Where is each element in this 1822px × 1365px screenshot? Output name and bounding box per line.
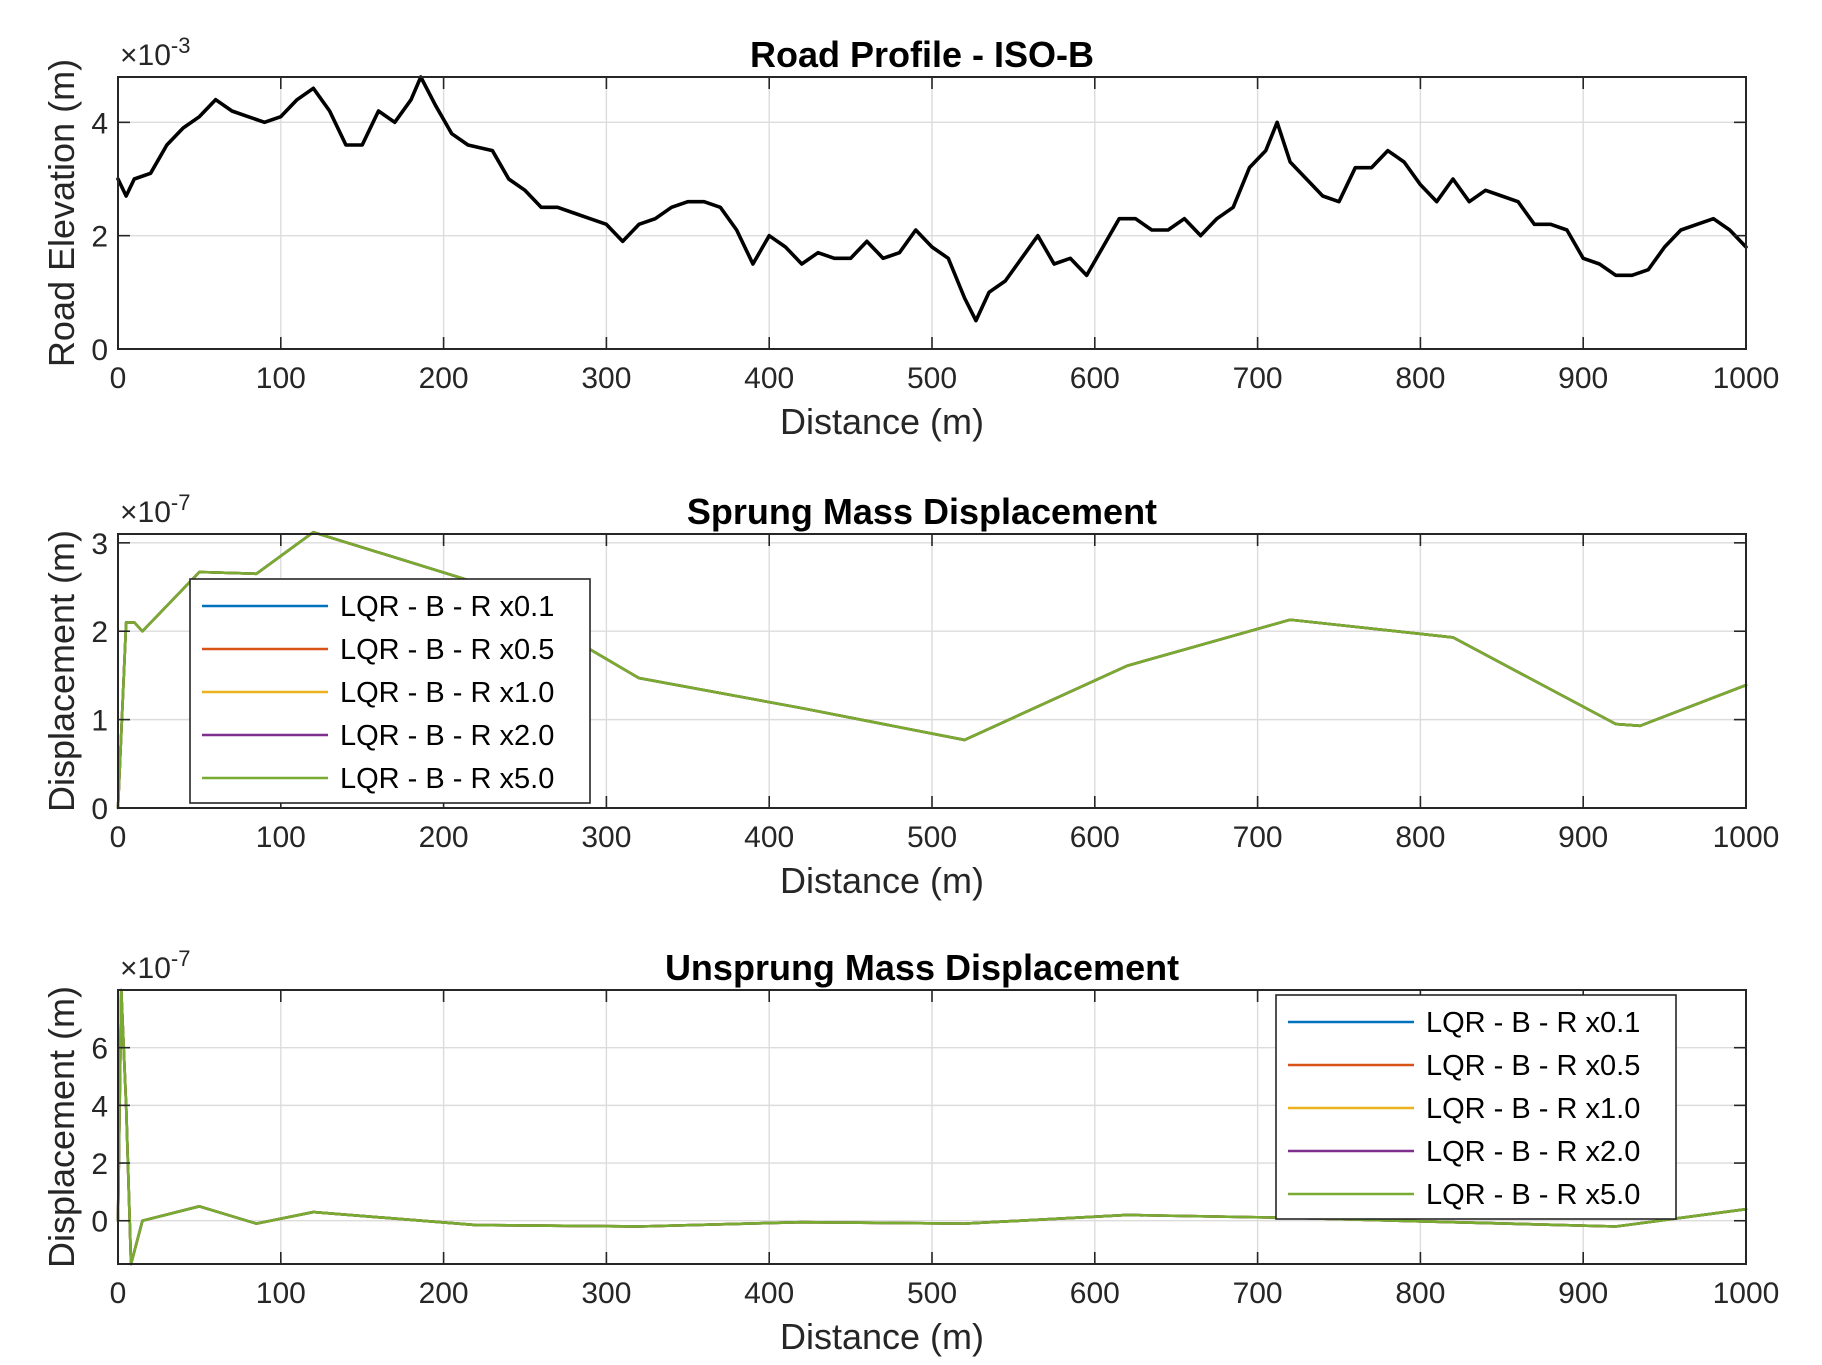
legend: [189, 578, 591, 804]
x-tick-label: 800: [1395, 1277, 1445, 1310]
x-tick-label: 700: [1233, 821, 1283, 854]
x-tick-label: 500: [907, 821, 957, 854]
y-tick-label: 4: [91, 1090, 108, 1123]
y-tick-label: 2: [91, 1148, 108, 1181]
legend-label-1: LQR - B - R x0.1: [340, 591, 554, 623]
legend-label-2: LQR - B - R x0.5: [1426, 1050, 1640, 1082]
y-tick-label: 0: [91, 334, 108, 367]
legend-label-5: LQR - B - R x5.0: [1426, 1179, 1640, 1211]
y-exponent-label: ×10-7: [120, 946, 190, 985]
x-tick-label: 0: [110, 1277, 127, 1310]
legend-label-1: LQR - B - R x0.1: [1426, 1007, 1640, 1039]
y-axis-label: Displacement (m): [41, 530, 82, 812]
chart-title: Sprung Mass Displacement: [687, 491, 1157, 532]
x-axis-label: Distance (m): [780, 1316, 984, 1357]
x-tick-label: 700: [1233, 1277, 1283, 1310]
chart-panel-3: ×10-7: [116, 946, 1748, 1266]
y-tick-label: 4: [91, 107, 108, 140]
x-tick-label: 300: [581, 362, 631, 395]
x-tick-label: 900: [1558, 821, 1608, 854]
exponent-power: -7: [171, 946, 191, 971]
x-tick-label: 200: [419, 362, 469, 395]
x-tick-label: 100: [256, 821, 306, 854]
y-tick-label: 0: [91, 793, 108, 826]
x-tick-label: 400: [744, 1277, 794, 1310]
y-axis-label: Road Elevation (m): [41, 59, 82, 367]
exponent-power: -7: [171, 490, 191, 515]
x-tick-label: 600: [1070, 1277, 1120, 1310]
x-tick-label: 500: [907, 1277, 957, 1310]
y-tick-label: 0: [91, 1206, 108, 1239]
x-tick-label: 300: [581, 1277, 631, 1310]
y-tick-label: 2: [91, 616, 108, 649]
legend-label-3: LQR - B - R x1.0: [1426, 1093, 1640, 1125]
exponent-base: ×10: [120, 952, 171, 985]
chart-panel-2: ×10-7: [116, 490, 1748, 810]
legend-label-4: LQR - B - R x2.0: [340, 720, 554, 752]
x-tick-label: 400: [744, 362, 794, 395]
y-tick-label: 1: [91, 705, 108, 738]
series-line-1: [116, 75, 1748, 323]
x-tick-label: 1000: [1713, 1277, 1780, 1310]
x-tick-label: 600: [1070, 362, 1120, 395]
x-tick-label: 300: [581, 821, 631, 854]
y-tick-label: 6: [91, 1033, 108, 1066]
chart-panel-1: ×10-3: [116, 33, 1748, 350]
y-exponent-label: ×10-7: [120, 490, 190, 529]
x-axis-label: Distance (m): [780, 860, 984, 901]
x-tick-label: 1000: [1713, 362, 1780, 395]
x-tick-label: 200: [419, 821, 469, 854]
x-axis-label: Distance (m): [780, 401, 984, 442]
x-tick-label: 800: [1395, 362, 1445, 395]
legend-label-4: LQR - B - R x2.0: [1426, 1136, 1640, 1168]
x-tick-label: 500: [907, 362, 957, 395]
y-exponent-label: ×10-3: [120, 33, 190, 72]
x-tick-label: 0: [110, 362, 127, 395]
series-line-5: [116, 530, 1748, 810]
series-group: [116, 75, 1748, 323]
exponent-power: -3: [171, 33, 191, 58]
y-tick-label: 2: [91, 221, 108, 254]
x-tick-label: 700: [1233, 362, 1283, 395]
chart-title: Road Profile - ISO-B: [750, 34, 1094, 75]
exponent-base: ×10: [120, 39, 171, 72]
x-tick-label: 600: [1070, 821, 1120, 854]
x-tick-label: 1000: [1713, 821, 1780, 854]
legend-label-2: LQR - B - R x0.5: [340, 634, 554, 666]
exponent-base: ×10: [120, 496, 171, 529]
x-tick-label: 900: [1558, 1277, 1608, 1310]
legend-label-3: LQR - B - R x1.0: [340, 677, 554, 709]
chart-title: Unsprung Mass Displacement: [665, 947, 1179, 988]
x-tick-label: 100: [256, 362, 306, 395]
x-tick-label: 800: [1395, 821, 1445, 854]
series-group: [116, 530, 1748, 810]
y-axis-label: Displacement (m): [41, 986, 82, 1268]
x-tick-label: 0: [110, 821, 127, 854]
y-tick-label: 3: [91, 528, 108, 561]
x-tick-label: 200: [419, 1277, 469, 1310]
x-tick-label: 900: [1558, 362, 1608, 395]
x-tick-label: 400: [744, 821, 794, 854]
legend: [1275, 994, 1677, 1220]
x-tick-label: 100: [256, 1277, 306, 1310]
legend-label-5: LQR - B - R x5.0: [340, 763, 554, 795]
